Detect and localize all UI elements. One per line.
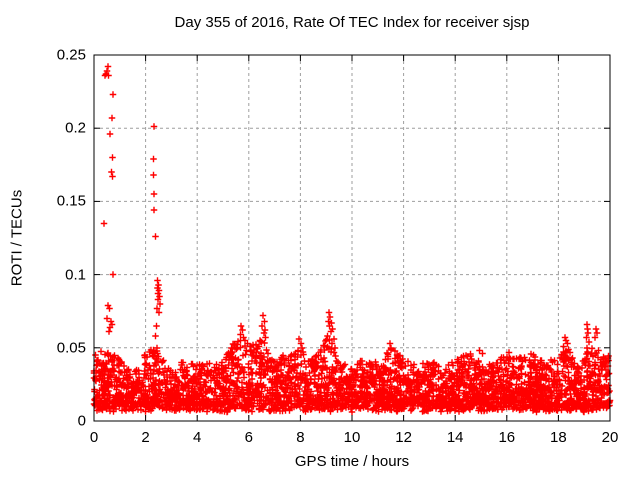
y-tick-label: 0.25 <box>56 46 86 64</box>
x-tick-label: 8 <box>296 429 305 446</box>
chart-title: Day 355 of 2016, Rate Of TEC Index for r… <box>174 14 530 31</box>
x-tick-label: 4 <box>193 429 202 446</box>
y-tick-label: 0.15 <box>56 192 86 210</box>
x-tick-label: 2 <box>141 429 150 446</box>
scatter-points <box>90 63 614 416</box>
x-tick-label: 6 <box>244 429 253 446</box>
x-tick-label: 14 <box>446 429 464 446</box>
x-axis-label: GPS time / hours <box>294 453 410 470</box>
y-tick-label: 0.2 <box>65 119 86 137</box>
y-tick-label: 0 <box>77 412 86 430</box>
y-axis-label: ROTI / TECUs <box>8 189 26 287</box>
y-tick-label: 0.05 <box>56 339 86 357</box>
grid-lines <box>94 55 610 421</box>
x-tick-label: 12 <box>395 429 412 446</box>
y-tick-label: 0.1 <box>65 266 86 284</box>
x-tick-label: 18 <box>550 429 567 446</box>
plot-frame-and-ticks <box>93 54 611 422</box>
x-tick-label: 10 <box>343 429 361 446</box>
x-tick-label: 0 <box>89 429 99 446</box>
x-tick-label: 16 <box>498 429 516 446</box>
x-tick-label: 20 <box>601 429 619 446</box>
